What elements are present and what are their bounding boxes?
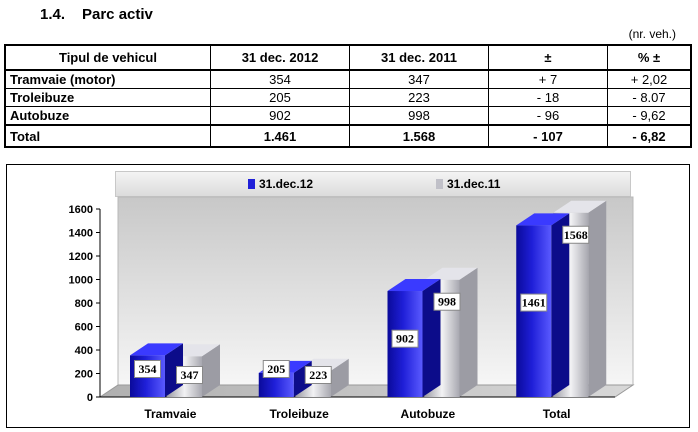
y-tick-label: 1000 [69, 275, 93, 287]
bar-2012-top [516, 213, 570, 226]
legend-swatch-2011 [436, 179, 443, 189]
header-diff: ± [488, 44, 608, 71]
cell-percent: - 6,82 [607, 124, 692, 148]
table-header-row: Tipul de vehicul 31 dec. 2012 31 dec. 20… [4, 44, 692, 71]
bar-2011-top [553, 200, 607, 213]
data-label-2012-box [134, 360, 161, 378]
y-tick-label: 600 [75, 322, 93, 334]
cell-diff: - 107 [488, 124, 608, 148]
cell-2011: 1.568 [349, 124, 489, 148]
y-tick-label: 200 [75, 369, 93, 381]
data-label-2011-box [176, 366, 203, 384]
cell-2012: 205 [210, 88, 350, 107]
legend-label-2012: 31.dec.12 [259, 177, 314, 191]
cell-percent: + 2,02 [607, 69, 692, 89]
bar-2012-top [387, 279, 441, 292]
data-label-2011: 223 [309, 368, 327, 382]
y-tick-label: 800 [75, 298, 93, 310]
header-vehicle-type: Tipul de vehicul [4, 44, 211, 71]
bar-2011-top [424, 267, 478, 280]
cell-percent: - 8.07 [607, 88, 692, 107]
data-label-2012: 205 [267, 362, 285, 376]
fleet-table: Tipul de vehicul 31 dec. 2012 31 dec. 20… [4, 44, 692, 148]
data-label-2011-box [304, 366, 332, 384]
x-category-label: Total [543, 407, 571, 421]
cell-type: Tramvaie (motor) [4, 69, 211, 89]
legend-item-2011: 31.dec.11 [436, 177, 500, 191]
data-label-2012-box [391, 329, 419, 348]
legend-swatch-2012 [248, 179, 255, 189]
y-tick-label: 1600 [69, 204, 93, 216]
header-percent: % ± [607, 44, 692, 71]
y-tick-label: 1400 [69, 228, 93, 240]
x-category-label: Troleibuze [269, 407, 329, 421]
legend-label-2011: 31.dec.11 [447, 177, 501, 191]
data-label-2012: 902 [396, 332, 414, 346]
cell-2011: 223 [349, 88, 489, 107]
data-label-2011: 347 [181, 368, 199, 382]
data-label-2012: 1461 [522, 296, 546, 310]
table-row: Tramvaie (motor) 354 347 + 7 + 2,02 [4, 69, 692, 89]
y-tick-label: 0 [87, 392, 93, 404]
data-label-2012-box [520, 293, 548, 312]
bar-2011-side [330, 358, 349, 397]
data-label-2011-box [562, 225, 590, 244]
x-category-label: Autobuze [401, 407, 456, 421]
header-2012: 31 dec. 2012 [210, 44, 350, 71]
cell-type: Troleibuze [4, 88, 211, 107]
table-total-row: Total 1.461 1.568 - 107 - 6,82 [4, 124, 692, 148]
cell-2012: 1.461 [210, 124, 350, 148]
section-number: 1.4. [40, 6, 66, 23]
bar-2011-side [588, 200, 607, 397]
cell-percent: - 9,62 [607, 106, 692, 126]
legend-item-2012: 31.dec.12 [248, 177, 313, 191]
x-category-label: Tramvaie [144, 407, 196, 421]
table-row: Autobuze 902 998 - 96 - 9,62 [4, 106, 692, 126]
y-tick-label: 1200 [69, 251, 93, 263]
data-label-2011: 1568 [564, 228, 588, 242]
y-tick-label: 400 [75, 345, 93, 357]
section-title: Parc activ [82, 6, 153, 23]
unit-note: (nr. veh.) [628, 27, 676, 41]
cell-diff: - 18 [488, 88, 608, 107]
data-label-2012-box [262, 360, 290, 378]
table-row: Troleibuze 205 223 - 18 - 8.07 [4, 88, 692, 107]
cell-type: Total [4, 124, 211, 148]
bar-2011-side [202, 344, 220, 397]
section-heading: 1.4. Parc activ [40, 6, 153, 23]
data-label-2012: 354 [139, 362, 157, 376]
data-label-2011-box [433, 292, 461, 311]
bar-2012-side [551, 213, 570, 397]
data-label-2011: 998 [438, 295, 456, 309]
bar-2012-top [130, 343, 183, 356]
bar-2011-side [459, 267, 478, 397]
